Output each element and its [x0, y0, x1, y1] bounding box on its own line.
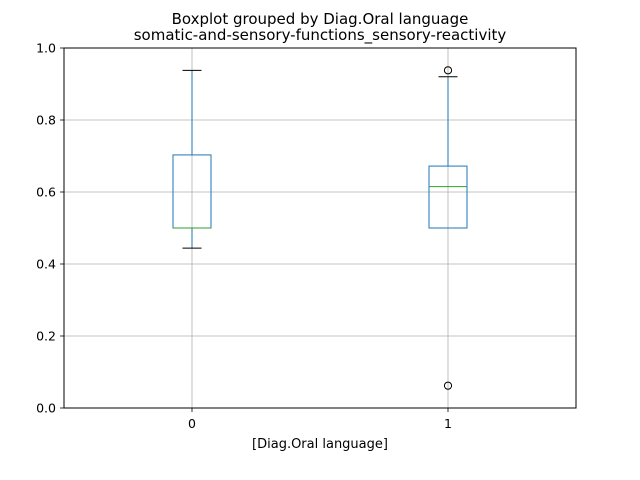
box-group-0: [172, 69, 212, 249]
x-tick-label: 0: [188, 416, 196, 431]
boxes-layer: [172, 66, 468, 390]
chart-suptitle: Boxplot grouped by Diag.Oral language: [172, 10, 469, 28]
y-tick-label: 0.2: [36, 329, 56, 344]
y-tick-label: 0.8: [36, 113, 56, 128]
outlier-point: [443, 381, 453, 390]
axis-ticks: 0.0 0.2 0.4 0.6 0.8 1.0 0 1: [36, 41, 452, 432]
y-tick-label: 0.0: [36, 401, 56, 416]
y-tick-label: 0.4: [36, 257, 56, 272]
outlier-point: [443, 66, 453, 75]
y-tick-label: 0.6: [36, 185, 56, 200]
iqr-box: [428, 165, 468, 229]
x-tick-label: 1: [444, 416, 452, 431]
y-tick-label: 1.0: [36, 41, 56, 56]
chart-title: somatic-and-sensory-functions_sensory-re…: [134, 26, 507, 45]
plot-frame: [63, 47, 577, 409]
x-axis-label: [Diag.Oral language]: [252, 437, 388, 452]
box-group-1: [428, 66, 468, 390]
